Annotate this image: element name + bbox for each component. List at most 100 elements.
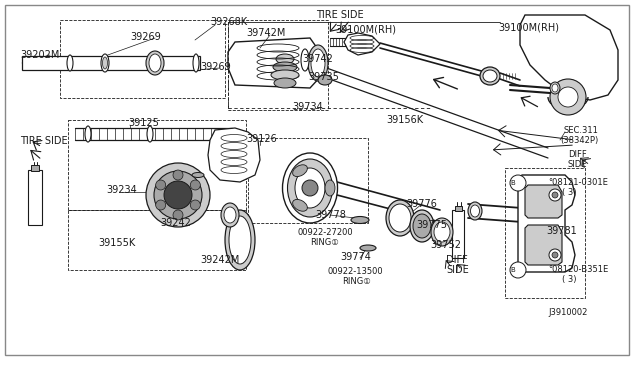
Ellipse shape <box>308 45 328 81</box>
Text: 39100M(RH): 39100M(RH) <box>498 22 559 32</box>
Text: 39781: 39781 <box>546 226 577 236</box>
Bar <box>60 20 225 98</box>
Ellipse shape <box>386 200 414 236</box>
Text: TIRE SIDE: TIRE SIDE <box>20 136 68 146</box>
Text: 39775: 39775 <box>416 220 447 230</box>
Ellipse shape <box>193 54 199 72</box>
Circle shape <box>510 175 526 191</box>
Text: 39742M: 39742M <box>246 28 285 38</box>
Text: 39242: 39242 <box>160 218 191 228</box>
Polygon shape <box>525 185 562 218</box>
Text: ( 3): ( 3) <box>562 188 577 197</box>
Text: 00922-27200: 00922-27200 <box>298 228 354 237</box>
Text: J3910002: J3910002 <box>548 308 588 317</box>
Circle shape <box>190 200 200 210</box>
Ellipse shape <box>480 67 500 85</box>
Circle shape <box>146 163 210 227</box>
Text: (38342P): (38342P) <box>560 136 598 145</box>
Text: 39269: 39269 <box>200 62 231 72</box>
Bar <box>68 120 246 210</box>
Text: 39155K: 39155K <box>98 238 135 248</box>
Polygon shape <box>228 38 322 88</box>
Ellipse shape <box>550 82 560 94</box>
Ellipse shape <box>292 199 307 211</box>
Ellipse shape <box>434 222 450 242</box>
Circle shape <box>156 200 166 210</box>
Ellipse shape <box>360 245 376 251</box>
Ellipse shape <box>146 51 164 75</box>
Text: 39742: 39742 <box>302 54 333 64</box>
Circle shape <box>549 189 561 201</box>
Text: B: B <box>511 267 515 273</box>
Ellipse shape <box>221 203 239 227</box>
Ellipse shape <box>287 159 333 217</box>
Circle shape <box>558 87 578 107</box>
Circle shape <box>156 180 166 190</box>
Ellipse shape <box>224 207 236 223</box>
Ellipse shape <box>325 180 335 196</box>
Circle shape <box>190 180 200 190</box>
Bar <box>228 20 328 110</box>
Ellipse shape <box>229 216 251 264</box>
Ellipse shape <box>552 84 558 92</box>
Ellipse shape <box>225 210 255 270</box>
Polygon shape <box>520 15 618 100</box>
Bar <box>505 168 585 298</box>
Ellipse shape <box>318 75 332 85</box>
Circle shape <box>302 180 318 196</box>
Ellipse shape <box>149 54 161 72</box>
Polygon shape <box>344 33 380 55</box>
Ellipse shape <box>413 214 431 238</box>
Ellipse shape <box>85 126 91 142</box>
Text: 00922-13500: 00922-13500 <box>328 267 383 276</box>
Bar <box>28 170 42 225</box>
Bar <box>68 210 246 270</box>
Bar <box>248 138 368 223</box>
Ellipse shape <box>271 70 299 80</box>
Circle shape <box>510 262 526 278</box>
Circle shape <box>173 210 183 220</box>
Text: 39269: 39269 <box>130 32 161 42</box>
Text: DIFF: DIFF <box>446 255 468 265</box>
Text: 39234: 39234 <box>106 185 137 195</box>
Text: RING①: RING① <box>342 277 371 286</box>
Ellipse shape <box>389 204 411 232</box>
Circle shape <box>164 181 192 209</box>
Ellipse shape <box>311 49 325 77</box>
Text: 39752: 39752 <box>430 240 461 250</box>
Text: 39156K: 39156K <box>386 115 423 125</box>
Circle shape <box>552 192 558 198</box>
Text: 39242M: 39242M <box>200 255 239 265</box>
Text: SIDE: SIDE <box>446 265 468 275</box>
Bar <box>452 210 464 258</box>
Text: °08121-0301E: °08121-0301E <box>548 178 608 187</box>
Ellipse shape <box>67 55 73 71</box>
Circle shape <box>549 249 561 261</box>
Ellipse shape <box>276 54 294 64</box>
Text: 39100M(RH): 39100M(RH) <box>335 24 396 34</box>
Ellipse shape <box>431 218 453 246</box>
Ellipse shape <box>301 49 309 71</box>
Ellipse shape <box>273 62 297 72</box>
Ellipse shape <box>147 126 153 142</box>
Polygon shape <box>22 56 200 70</box>
Text: SEC.311: SEC.311 <box>563 126 598 135</box>
Text: 39126: 39126 <box>246 134 276 144</box>
Polygon shape <box>518 175 575 272</box>
Ellipse shape <box>468 202 482 220</box>
Polygon shape <box>525 225 562 265</box>
Circle shape <box>154 171 202 219</box>
Text: 39268K: 39268K <box>210 17 247 27</box>
Text: 39778: 39778 <box>315 210 346 220</box>
Circle shape <box>173 170 183 180</box>
Text: RING①: RING① <box>310 238 339 247</box>
Text: 39734: 39734 <box>292 102 323 112</box>
Ellipse shape <box>192 173 204 177</box>
Ellipse shape <box>282 153 337 223</box>
Ellipse shape <box>101 54 109 72</box>
Text: 39774: 39774 <box>340 252 371 262</box>
Text: °08120-B351E: °08120-B351E <box>548 265 608 274</box>
Text: TIRE SIDE: TIRE SIDE <box>316 10 364 20</box>
Text: B: B <box>511 180 515 186</box>
Ellipse shape <box>295 168 325 208</box>
